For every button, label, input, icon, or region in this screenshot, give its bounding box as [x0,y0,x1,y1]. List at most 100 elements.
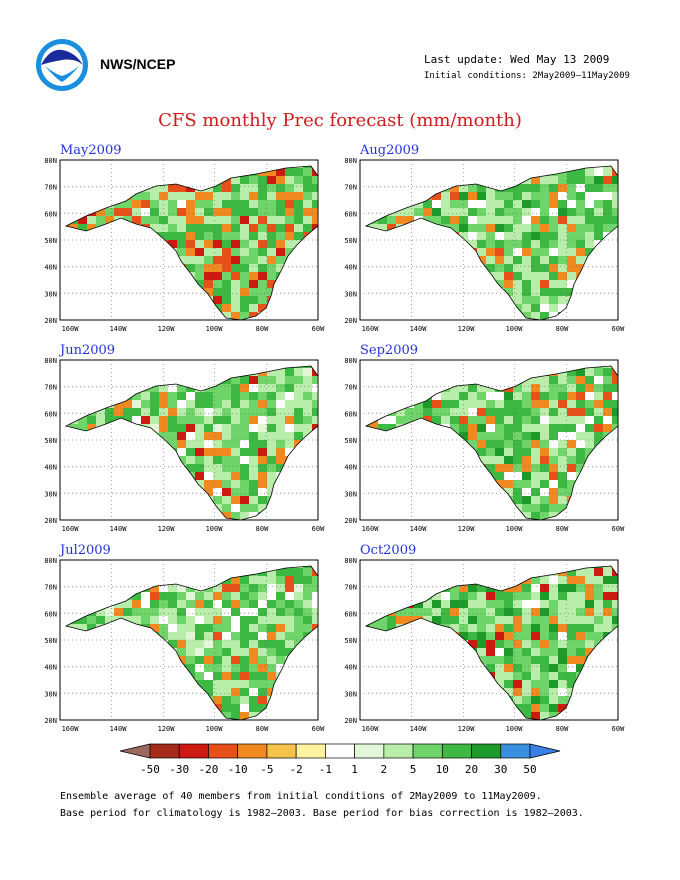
lat-tick-label: 20N [344,717,357,725]
lon-tick-label: 120W [158,325,176,333]
lon-tick-label: 140W [410,325,428,333]
lat-tick-label: 70N [344,384,357,392]
lat-tick-label: 30N [44,490,57,498]
panel-title-may: May2009 [60,143,122,158]
lon-tick-label: 80W [256,325,269,333]
colorbar-arrow-right [529,743,561,759]
lat-tick-label: 40N [344,464,357,472]
lon-tick-label: 80W [256,725,269,733]
lon-tick-label: 100W [506,525,524,533]
lat-tick-label: 30N [344,690,357,698]
lon-tick-label: 120W [458,725,476,733]
colorbar-label: -2 [290,763,303,776]
lon-tick-label: 160W [362,725,380,733]
last-update-text: Last update: Wed May 13 2009 [424,53,610,66]
lon-tick-label: 120W [158,725,176,733]
lat-tick-label: 20N [344,317,357,325]
colorbar-swatch [295,743,326,759]
lon-tick-label: 60W [312,325,325,333]
lat-tick-label: 60N [344,210,357,218]
lat-tick-label: 40N [344,664,357,672]
colorbar-swatch [383,743,414,759]
lon-tick-label: 140W [110,525,128,533]
lon-tick-label: 140W [410,725,428,733]
lat-tick-label: 60N [44,410,57,418]
lon-tick-label: 100W [206,525,224,533]
lon-tick-label: 140W [110,325,128,333]
lat-tick-label: 80N [344,157,357,165]
map-panel-jun: 80N 70N 60N 50N 40N 30N 20N 160W 140W 120W 100W 80W… [44,357,325,533]
colorbar-swatch [354,743,385,759]
page-title: CFS monthly Prec forecast (mm/month) [158,110,522,131]
lon-tick-label: 160W [62,525,80,533]
lat-tick-label: 70N [344,584,357,592]
colorbar-label: -1 [319,763,332,776]
lon-tick-label: 160W [62,325,80,333]
lat-tick-label: 40N [44,464,57,472]
lon-tick-label: 160W [362,525,380,533]
lat-tick-label: 70N [44,384,57,392]
org-label: NWS/NCEP [100,56,176,72]
colorbar-label: -10 [228,763,248,776]
lat-tick-label: 30N [44,690,57,698]
lat-tick-label: 20N [44,717,57,725]
colorbar-label: -5 [260,763,273,776]
colorbar-swatch [412,743,443,759]
footer-line-1: Ensemble average of 40 members from init… [60,791,542,802]
map-panel-jul: 80N 70N 60N 50N 40N 30N 20N 160W 140W 120W 100W 80W… [44,557,325,733]
colorbar-label: -20 [199,763,219,776]
lon-tick-label: 60W [612,525,625,533]
lon-tick-label: 60W [612,325,625,333]
colorbar-swatch [500,743,531,759]
colorbar-label: -30 [169,763,189,776]
lon-tick-label: 80W [556,325,569,333]
colorbar-swatch [471,743,502,759]
colorbar: -50 -30 -20 -10 -5 -2 -1 1 2 5 10 20 30 50 [119,743,561,776]
map-panel-oct: 80N 70N 60N 50N 40N 30N 20N 160W 140W 120W 100W 80W… [344,557,625,733]
panel-title-aug: Aug2009 [360,143,420,158]
lat-tick-label: 50N [44,437,57,445]
lat-tick-label: 40N [344,264,357,272]
lat-tick-label: 50N [344,237,357,245]
footer-line-2: Base period for climatology is 1982–2003… [60,808,584,819]
lat-tick-label: 60N [44,610,57,618]
lat-tick-label: 50N [44,237,57,245]
map-panel-aug: 80N 70N 60N 50N 40N 30N 20N 160W 140W 120W 100W 80W… [344,157,625,333]
lat-tick-label: 30N [44,290,57,298]
map-panel-sep: 80N 70N 60N 50N 40N 30N 20N 160W 140W 120W 100W 80W… [344,357,625,533]
colorbar-swatch [266,743,297,759]
lat-tick-label: 60N [344,610,357,618]
colorbar-label: 20 [465,763,478,776]
lon-tick-label: 60W [312,725,325,733]
lat-tick-label: 20N [344,517,357,525]
lat-tick-label: 50N [344,637,357,645]
lat-tick-label: 70N [344,184,357,192]
lon-tick-label: 120W [158,525,176,533]
lat-tick-label: 30N [344,290,357,298]
lat-tick-label: 80N [44,357,57,365]
panel-title-jun: Jun2009 [60,343,116,358]
lon-tick-label: 160W [62,725,80,733]
colorbar-label: 2 [381,763,388,776]
lon-tick-label: 100W [206,725,224,733]
lon-tick-label: 160W [362,325,380,333]
colorbar-swatch [237,743,268,759]
lat-tick-label: 60N [344,410,357,418]
map-panel-may: 80N 70N 60N 50N 40N 30N 20N 160W 140W 120W 100W 80W… [44,157,325,333]
colorbar-label: 5 [410,763,417,776]
lon-tick-label: 80W [256,525,269,533]
lon-tick-label: 120W [458,325,476,333]
colorbar-label: 10 [436,763,449,776]
lat-tick-label: 80N [344,357,357,365]
lon-tick-label: 60W [312,525,325,533]
lon-tick-label: 100W [506,325,524,333]
lat-tick-label: 50N [44,637,57,645]
lon-tick-label: 120W [458,525,476,533]
lat-tick-label: 80N [344,557,357,565]
lat-tick-label: 40N [44,264,57,272]
lat-tick-label: 80N [44,157,57,165]
lon-tick-label: 100W [506,725,524,733]
colorbar-swatch [325,743,355,759]
colorbar-swatch [149,743,180,759]
colorbar-label: 1 [351,763,358,776]
